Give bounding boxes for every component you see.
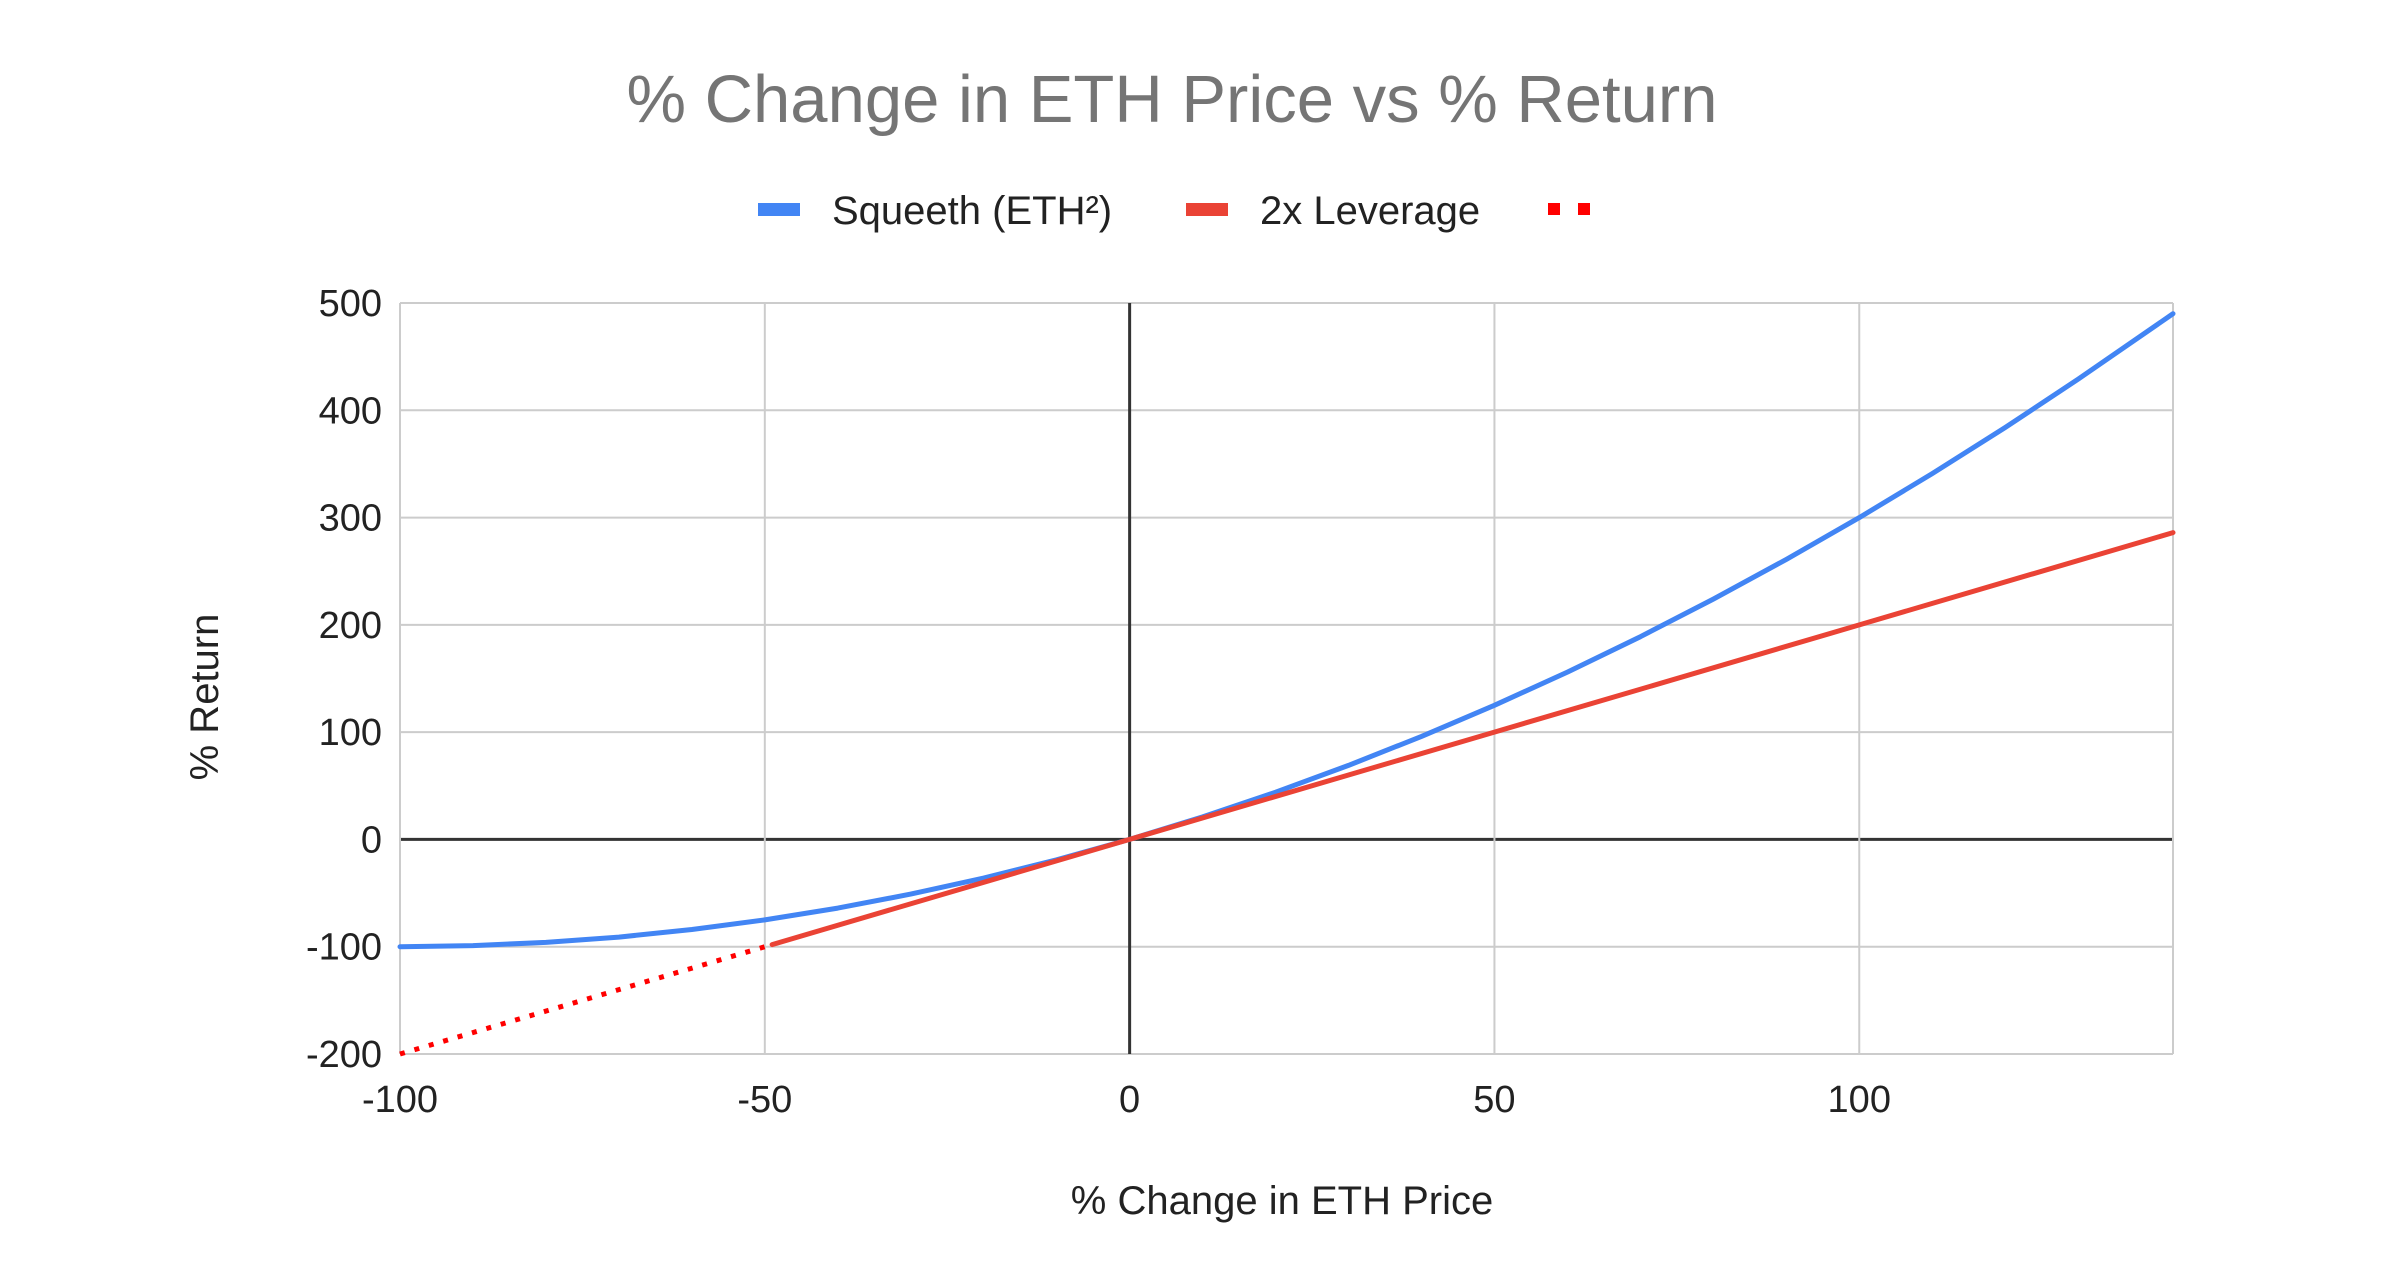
legend-swatch-dotted (1578, 203, 1590, 215)
y-axis-title: % Return (183, 614, 227, 781)
y-tick-label: 0 (361, 819, 382, 861)
y-tick-label: 500 (319, 283, 382, 325)
y-tick-label: 100 (319, 712, 382, 754)
x-tick-labels: -100 -50 0 50 100 (362, 1079, 1891, 1121)
y-tick-label: 300 (319, 498, 382, 540)
series-line-2x-leverage (769, 530, 2176, 948)
legend-swatch (1186, 203, 1228, 216)
y-tick-label: -200 (306, 1034, 382, 1076)
x-tick-label: 0 (1119, 1079, 1140, 1121)
y-tick-label: 200 (319, 605, 382, 647)
series-lines (397, 311, 2176, 1057)
gridlines (399, 302, 2174, 1055)
x-axis-title: % Change in ETH Price (1071, 1179, 1493, 1223)
legend: Squeeth (ETH²) 2x Leverage (758, 189, 1590, 233)
legend-swatch-dotted (1548, 203, 1560, 215)
y-tick-label: 400 (319, 390, 382, 432)
y-tick-labels: 500 400 300 200 100 0 -100 -200 (306, 283, 382, 1076)
legend-label: 2x Leverage (1260, 189, 1480, 233)
y-tick-label: -100 (306, 927, 382, 969)
x-tick-label: 100 (1828, 1079, 1891, 1121)
chart-title: % Change in ETH Price vs % Return (626, 62, 1717, 137)
x-tick-label: -50 (737, 1079, 792, 1121)
x-tick-label: 50 (1473, 1079, 1515, 1121)
series-line-squeeth (397, 311, 2176, 950)
x-tick-label: -100 (362, 1079, 438, 1121)
legend-swatch (758, 203, 800, 216)
legend-label: Squeeth (ETH²) (832, 189, 1112, 233)
series-line-dotted-extension (399, 942, 773, 1057)
